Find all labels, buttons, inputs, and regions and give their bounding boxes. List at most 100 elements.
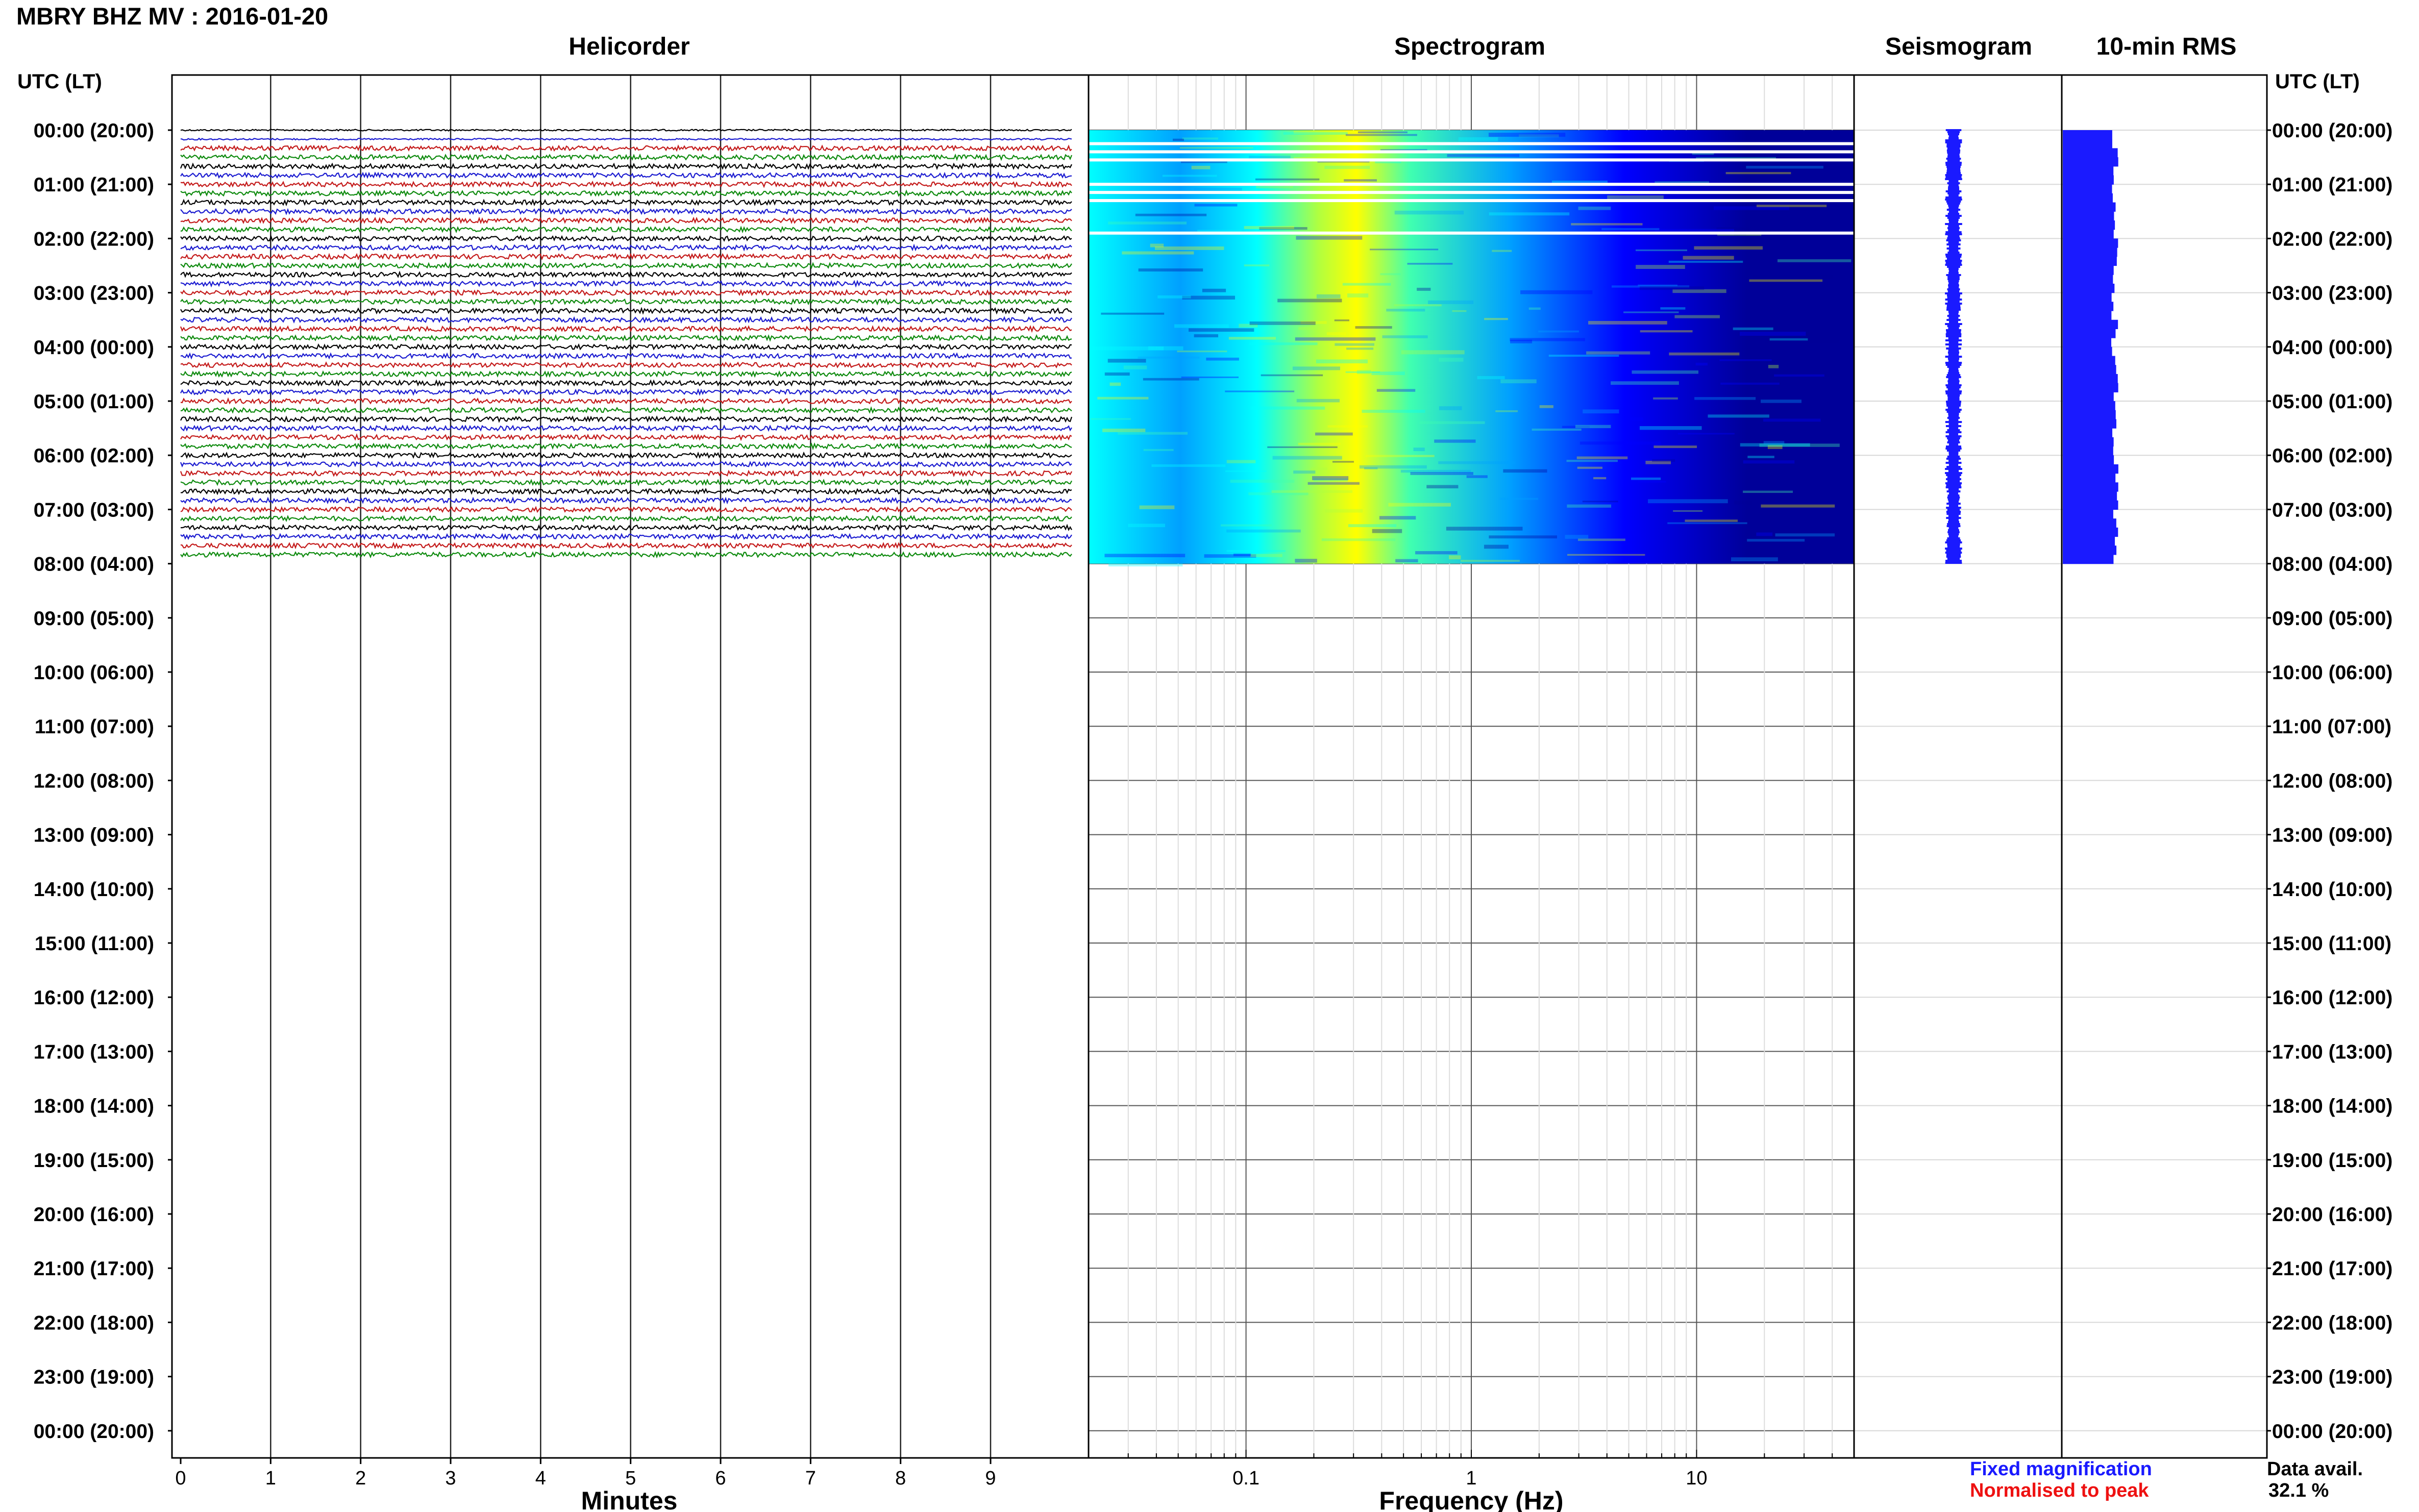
- spectrogram-texture: [1226, 550, 1286, 552]
- helicorder-trace: [180, 497, 1072, 505]
- right-time-label: 16:00 (12:00): [2272, 987, 2392, 1009]
- rms-bar: [2063, 428, 2113, 438]
- helicorder-trace: [180, 280, 1072, 288]
- helicorder-trace: [180, 506, 1072, 513]
- spectrogram-texture: [1579, 441, 1661, 445]
- spectrogram-texture: [1583, 409, 1619, 414]
- spectrogram-texture: [1747, 456, 1774, 458]
- spectrogram-texture: [1298, 327, 1316, 330]
- spectrogram-texture: [1194, 204, 1238, 207]
- legend-normalised-to-peak: Normalised to peak: [1970, 1480, 2149, 1501]
- spectrogram-texture: [1296, 236, 1363, 240]
- right-time-label: 11:00 (07:00): [2272, 716, 2391, 738]
- spectrogram-texture: [1326, 332, 1346, 336]
- left-time-label: 15:00 (11:00): [35, 933, 154, 955]
- spectrogram-texture: [1325, 509, 1363, 513]
- spectrogram-texture: [1365, 455, 1435, 457]
- helicorder-trace: [180, 451, 1072, 459]
- spectrogram-texture: [1577, 466, 1603, 469]
- helicorder-trace: [180, 171, 1072, 179]
- rms-bar: [2063, 139, 2112, 148]
- spectrogram-texture: [1162, 175, 1217, 177]
- spectrogram-texture: [1204, 554, 1256, 558]
- spectrogram-texture: [1407, 263, 1453, 265]
- spectrogram-texture: [1761, 504, 1835, 508]
- spectrogram-texture: [1539, 405, 1553, 408]
- right-time-label: 23:00 (19:00): [2272, 1367, 2392, 1389]
- spectrogram-texture: [1747, 539, 1805, 542]
- spectrogram-texture: [1623, 311, 1679, 313]
- spectrogram-texture: [1109, 382, 1121, 386]
- spectrogram-texture: [1102, 428, 1146, 432]
- left-time-label: 04:00 (00:00): [34, 337, 154, 359]
- helicorder-trace: [180, 479, 1072, 486]
- spectrogram-texture: [1639, 426, 1702, 430]
- spectrogram-texture: [1500, 379, 1537, 384]
- rms-bar: [2063, 500, 2118, 510]
- spectrogram-texture: [1489, 212, 1570, 216]
- left-time-label: 06:00 (02:00): [34, 445, 154, 467]
- helicorder-trace: [180, 316, 1072, 324]
- spectrogram-texture: [1128, 524, 1165, 528]
- rms-bar: [2063, 455, 2114, 465]
- spectrogram-texture: [1765, 339, 1839, 343]
- spectrogram-texture: [1312, 476, 1349, 480]
- spectrogram-texture: [1439, 358, 1464, 362]
- spectrogram-texture: [1733, 327, 1773, 330]
- rms-bar: [2063, 383, 2118, 392]
- spectrogram-texture: [1091, 418, 1131, 420]
- spectrogram-texture: [1151, 464, 1226, 467]
- rms-bar: [2063, 554, 2114, 564]
- spectrogram-texture: [1138, 356, 1200, 359]
- spectrogram-texture: [1648, 499, 1728, 504]
- rms-bar: [2063, 473, 2116, 483]
- spectrogram-texture: [1719, 359, 1772, 361]
- spectrogram-texture: [1410, 472, 1473, 475]
- spectrogram-x-tick-label: 1: [1466, 1468, 1476, 1489]
- right-time-label: 01:00 (21:00): [2272, 174, 2392, 196]
- spectrogram-texture: [1582, 501, 1618, 503]
- rms-bar: [2063, 401, 2115, 411]
- rms-bar: [2063, 491, 2117, 501]
- spectrogram-texture: [1313, 478, 1348, 482]
- seismogram-trace: [1945, 129, 1962, 564]
- spectrogram-texture: [1415, 551, 1458, 555]
- spectrogram-texture: [1489, 535, 1558, 539]
- spectrogram-texture: [1519, 134, 1559, 137]
- rms-bar: [2063, 509, 2113, 519]
- spectrogram-texture: [1143, 378, 1199, 381]
- spectrogram-texture: [1674, 315, 1720, 318]
- helicorder-x-tick-label: 1: [265, 1468, 276, 1489]
- rms-bar: [2063, 166, 2114, 176]
- spectrogram-texture: [1150, 243, 1164, 247]
- spectrogram-texture: [1567, 554, 1645, 556]
- helicorder-trace: [180, 298, 1072, 306]
- right-time-label: 19:00 (15:00): [2272, 1150, 2392, 1172]
- spectrogram-texture: [1327, 425, 1368, 428]
- spectrogram-texture: [1639, 286, 1705, 290]
- spectrogram-texture: [1538, 330, 1579, 333]
- spectrogram-texture: [1458, 137, 1498, 141]
- spectrogram-texture: [1740, 443, 1810, 447]
- seismogram-title: Seismogram: [1885, 33, 2033, 60]
- spectrogram-texture: [1532, 428, 1582, 431]
- right-time-label: 18:00 (14:00): [2272, 1096, 2392, 1118]
- right-time-label: 06:00 (02:00): [2272, 445, 2392, 467]
- rms-bar: [2063, 220, 2115, 230]
- spectrogram-texture: [1565, 535, 1589, 539]
- spectrogram-texture: [1419, 421, 1485, 424]
- spectrogram-texture: [1756, 205, 1827, 207]
- helicorder-trace: [180, 406, 1072, 414]
- spectrogram-texture: [1566, 460, 1618, 462]
- spectrogram-texture: [1344, 179, 1377, 182]
- spectrogram-texture: [1562, 426, 1590, 428]
- spectrogram-texture: [1104, 554, 1186, 557]
- helicorder-trace: [180, 514, 1072, 523]
- spectrogram-texture: [1466, 475, 1488, 478]
- helicorder-trace: [180, 144, 1072, 152]
- helicorder-trace: [180, 524, 1072, 531]
- right-time-axis-header: UTC (LT): [2275, 70, 2360, 93]
- rms-bar: [2063, 527, 2118, 537]
- spectrogram-texture: [1249, 321, 1316, 325]
- right-time-label: 12:00 (08:00): [2272, 770, 2392, 792]
